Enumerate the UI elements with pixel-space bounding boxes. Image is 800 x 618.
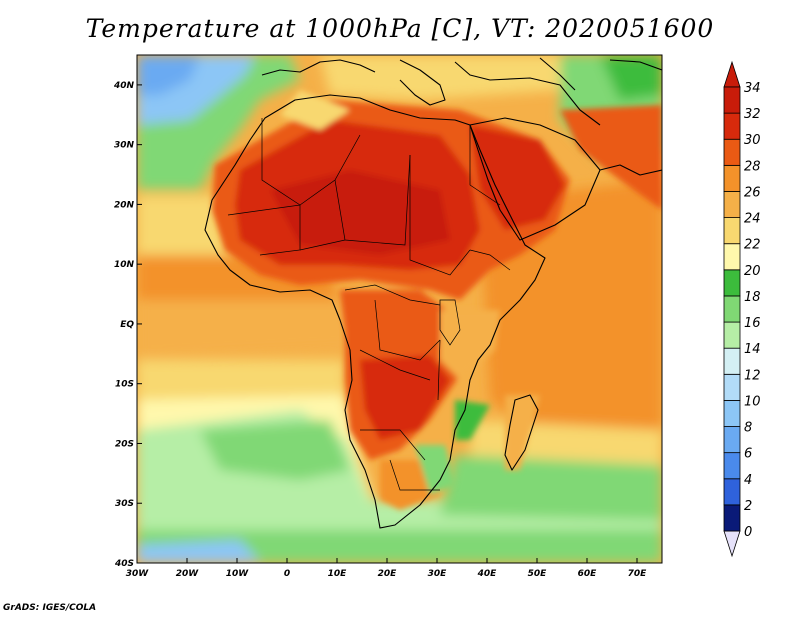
colorbar-tick-label: 16 bbox=[744, 316, 761, 331]
colorbar-tick-label: 22 bbox=[744, 238, 761, 253]
colorbar-segment bbox=[723, 269, 741, 297]
lon-tick-label: 10E bbox=[328, 569, 348, 579]
colorbar-tick-label: 24 bbox=[744, 212, 761, 227]
colorbar-tick-label: 26 bbox=[744, 185, 761, 200]
colorbar-tick-label: 30 bbox=[744, 133, 761, 148]
colorbar-tick-label: 20 bbox=[744, 264, 761, 279]
temperature-field bbox=[137, 55, 662, 563]
map-frame bbox=[136, 54, 663, 564]
lon-tick-label: 20E bbox=[378, 569, 398, 579]
colorbar-segment bbox=[723, 164, 741, 192]
colorbar-tick-label: 10 bbox=[744, 394, 761, 409]
colorbar-tick-label: 8 bbox=[744, 421, 752, 436]
coastlines bbox=[204, 57, 662, 529]
lat-tick-label: 20N bbox=[114, 200, 135, 210]
lat-tick-label: 30S bbox=[115, 499, 134, 509]
colorbar-tick-label: 18 bbox=[744, 290, 761, 305]
colorbar-tick-label: 32 bbox=[744, 107, 761, 122]
colorbar-tick-label: 2 bbox=[744, 499, 752, 514]
colorbar-segment bbox=[723, 452, 741, 480]
political-borders bbox=[227, 118, 511, 491]
lat-tick-label: 40S bbox=[114, 559, 134, 569]
lat-tick-label: 40N bbox=[113, 81, 135, 91]
colorbar-top-triangle bbox=[723, 60, 741, 88]
colorbar-tick-label: 28 bbox=[744, 159, 761, 174]
lon-tick-label: 60E bbox=[578, 569, 598, 579]
lat-tick-label: EQ bbox=[120, 320, 134, 330]
colorbar-segment bbox=[723, 426, 741, 454]
lon-tick-label: 30W bbox=[126, 569, 150, 579]
lon-tick-label: 30E bbox=[428, 569, 448, 579]
colorbar-segment bbox=[723, 138, 741, 166]
colorbar-tick-label: 4 bbox=[744, 473, 752, 488]
colorbar-tick-label: 14 bbox=[744, 342, 761, 357]
colorbar-segment bbox=[723, 112, 741, 140]
lon-tick-label: 10W bbox=[226, 569, 250, 579]
lat-tick-label: 10N bbox=[114, 260, 135, 270]
colorbar-segment bbox=[723, 295, 741, 323]
lon-tick-label: 0 bbox=[284, 569, 290, 579]
lon-tick-label: 40E bbox=[477, 569, 498, 579]
colorbar-segment bbox=[723, 86, 741, 114]
longitude-axis: 30W 20W 10W 0 10E 20E 30E 40E 50E 60E 70E bbox=[126, 558, 647, 579]
colorbar-segment bbox=[723, 217, 741, 245]
colorbar-tick-label: 34 bbox=[744, 81, 761, 96]
lon-tick-label: 20W bbox=[176, 569, 200, 579]
colorbar-segment bbox=[723, 243, 741, 271]
colorbar-segment bbox=[723, 504, 741, 532]
map-title: Temperature at 1000hPa [C], VT: 20200516… bbox=[85, 14, 715, 43]
credit-text: GrADS: IGES/COLA bbox=[3, 603, 97, 613]
colorbar-segment bbox=[723, 347, 741, 375]
colorbar-segment bbox=[723, 321, 741, 349]
colorbar-tick-label: 0 bbox=[744, 525, 752, 540]
colorbar-bottom-triangle bbox=[723, 530, 741, 558]
colorbar-segment bbox=[723, 191, 741, 218]
lat-tick-label: 20S bbox=[115, 439, 134, 449]
colorbar-tick-label: 6 bbox=[744, 447, 752, 462]
colorbar-segment bbox=[723, 478, 741, 506]
lon-tick-label: 50E bbox=[528, 569, 548, 579]
colorbar-tick-label: 12 bbox=[744, 368, 761, 383]
lat-tick-label: 30N bbox=[114, 141, 135, 151]
latitude-axis: 40N 30N 20N 10N EQ 10S 20S 30S 40S bbox=[113, 81, 142, 569]
colorbar-segment bbox=[723, 373, 741, 401]
colorbar-segment bbox=[723, 400, 741, 427]
lon-tick-label: 70E bbox=[628, 569, 648, 579]
lat-tick-label: 10S bbox=[115, 380, 134, 390]
